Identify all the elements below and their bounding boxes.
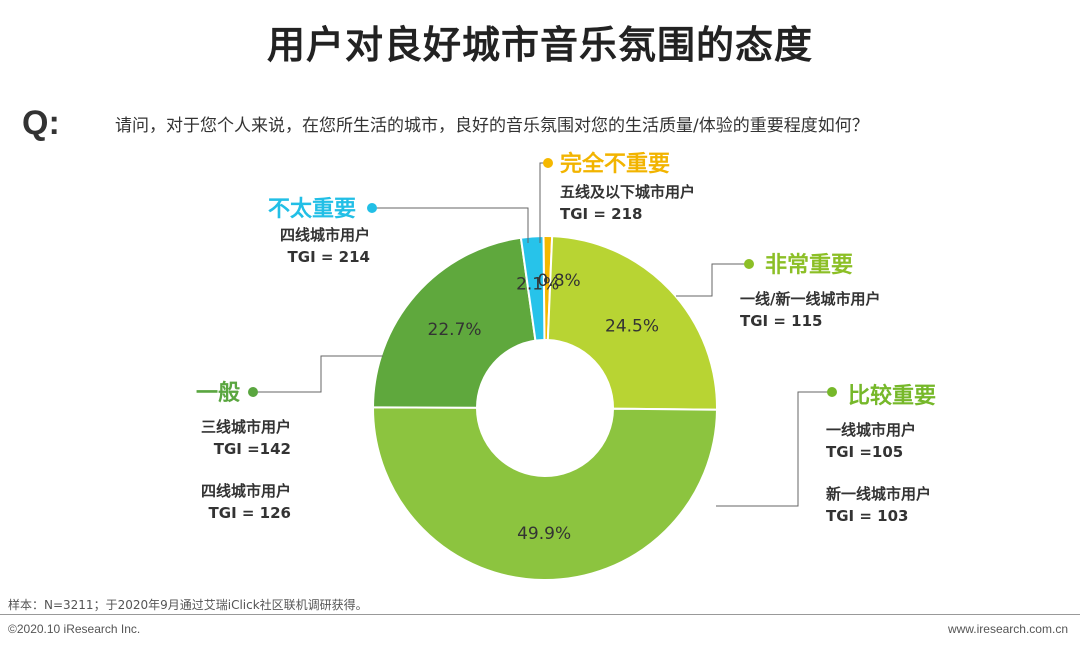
callout-dot-3 <box>367 203 377 213</box>
category-label-2: 一般 <box>196 380 240 406</box>
detail-label-3-0-1: TGI = 214 <box>288 248 370 266</box>
callout-dot-1 <box>827 387 837 397</box>
pct-label-0: 0.8% <box>537 271 580 291</box>
leader-line-0 <box>676 263 749 297</box>
pct-label-1: 24.5% <box>605 316 659 336</box>
leader-line-1 <box>716 391 832 507</box>
detail-label-1-1-1: TGI = 103 <box>826 507 908 525</box>
detail-label-1-1-0: 新一线城市用户 <box>826 485 931 503</box>
slice-1 <box>546 235 718 411</box>
leader-line-3 <box>372 207 529 243</box>
pct-label-4: 2.1% <box>516 274 559 294</box>
copyright: ©2020.10 iResearch Inc. <box>8 622 141 636</box>
detail-label-4-0-0: 五线及以下城市用户 <box>560 183 695 201</box>
detail-label-3-0-0: 四线城市用户 <box>280 226 370 244</box>
leader-line-2 <box>253 355 383 393</box>
detail-label-0-0-0: 一线/新一线城市用户 <box>740 290 880 308</box>
detail-label-2-1-1: TGI = 126 <box>209 504 291 522</box>
sample-note: 样本：N=3211；于2020年9月通过艾瑞iClick社区联机调研获得。 <box>8 598 368 612</box>
detail-label-4-0-1: TGI = 218 <box>560 205 642 223</box>
callout-dot-0 <box>744 259 754 269</box>
category-label-3: 不太重要 <box>268 197 356 222</box>
footer-divider <box>0 614 1080 615</box>
category-label-4: 完全不重要 <box>560 151 670 177</box>
pct-label-3: 22.7% <box>428 320 482 340</box>
leader-line-4 <box>539 162 548 243</box>
slice-2 <box>371 406 719 582</box>
pct-label-2: 49.9% <box>517 524 571 544</box>
detail-label-1-0-1: TGI =105 <box>826 443 903 461</box>
detail-label-2-1-0: 四线城市用户 <box>201 482 291 500</box>
percent-labels: 0.8% 24.5% 49.9% 22.7% 2.1% <box>428 271 659 544</box>
page-title: 用户对良好城市音乐氛围的态度 <box>266 23 813 67</box>
category-label-1: 比较重要 <box>848 383 936 409</box>
question-mark: Q: <box>22 104 60 142</box>
callout-dot-4 <box>543 158 553 168</box>
detail-label-0-0-1: TGI = 115 <box>740 312 822 330</box>
question-text: 请问，对于您个人来说，在您所生活的城市，良好的音乐氛围对您的生活质量/体验的重要… <box>115 116 869 136</box>
detail-label-2-0-1: TGI =142 <box>214 440 291 458</box>
website-link[interactable]: www.iresearch.com.cn <box>947 622 1068 636</box>
detail-label-1-0-0: 一线城市用户 <box>826 421 916 439</box>
callout-dot-2 <box>248 387 258 397</box>
category-label-0: 非常重要 <box>765 252 853 278</box>
detail-label-2-0-0: 三线城市用户 <box>201 418 291 436</box>
donut-slices <box>371 234 719 582</box>
slice-3 <box>371 236 537 409</box>
